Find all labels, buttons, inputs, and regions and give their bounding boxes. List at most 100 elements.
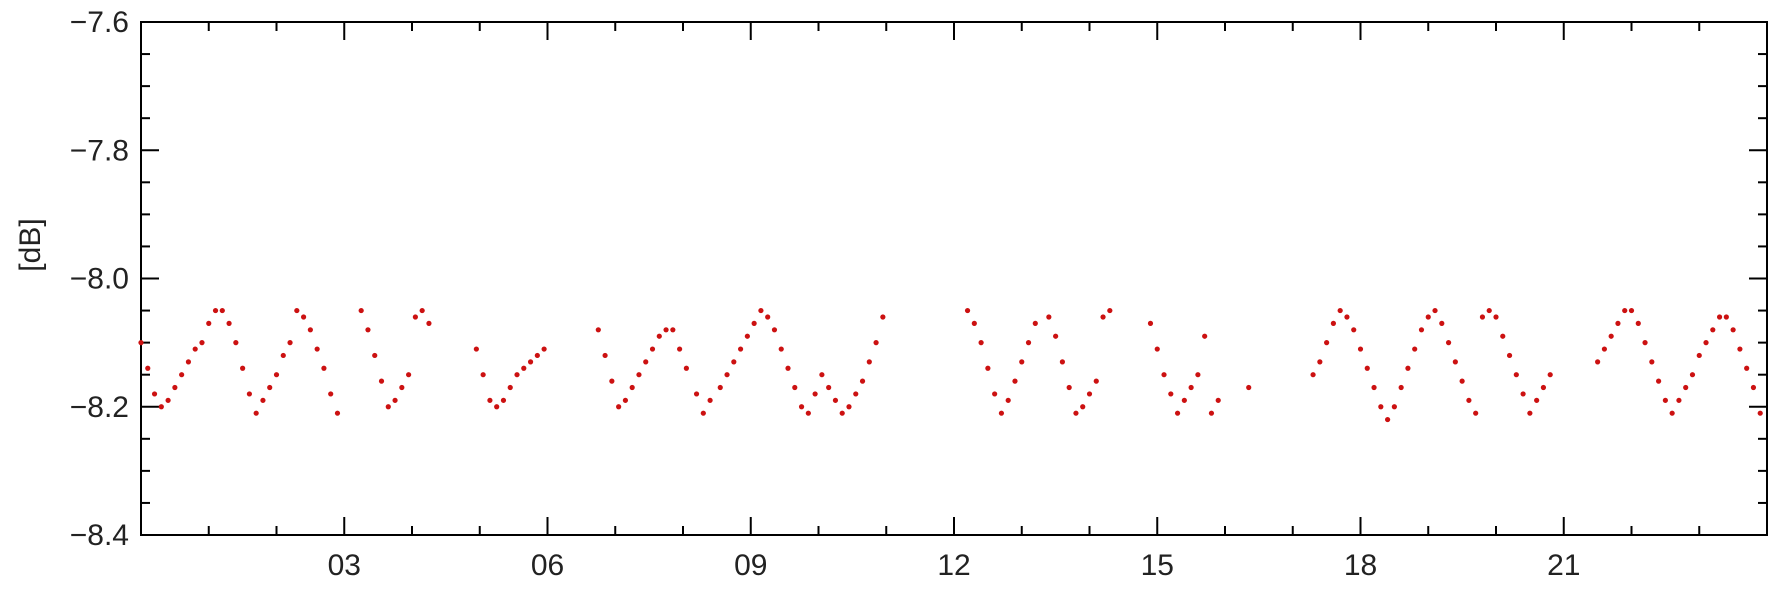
data-point	[1317, 359, 1323, 365]
data-point	[1073, 410, 1079, 416]
data-point	[1344, 314, 1350, 320]
data-point	[1012, 378, 1018, 384]
data-point	[1005, 397, 1011, 403]
x-tick-label: 21	[1547, 549, 1580, 582]
data-point	[199, 340, 205, 346]
data-point	[839, 410, 845, 416]
data-point	[1757, 410, 1763, 416]
data-point	[385, 404, 391, 410]
data-point	[260, 397, 266, 403]
data-point	[1540, 384, 1547, 391]
data-point	[1656, 378, 1662, 384]
y-tick-label: −8.4	[70, 519, 129, 552]
data-point	[622, 397, 629, 403]
data-point	[1154, 346, 1160, 352]
data-point	[219, 307, 225, 314]
data-point	[1046, 314, 1052, 320]
data-point	[846, 404, 852, 410]
data-point	[1473, 410, 1479, 416]
data-point	[1689, 372, 1696, 378]
data-point	[812, 391, 818, 397]
data-point	[1432, 307, 1438, 314]
data-point	[978, 340, 984, 346]
data-point	[670, 327, 676, 333]
data-point	[792, 384, 798, 391]
data-point	[212, 307, 219, 314]
data-point	[1337, 307, 1343, 314]
data-point	[145, 365, 151, 371]
x-tick-label: 15	[1141, 549, 1174, 582]
data-point	[240, 365, 246, 371]
data-point	[1534, 397, 1540, 403]
data-point	[832, 397, 839, 403]
data-point	[1385, 416, 1391, 423]
x-tick-labels: 03 06 09 12 15 18 21	[328, 549, 1581, 582]
data-point	[301, 314, 307, 320]
data-point	[1615, 320, 1621, 326]
data-point	[233, 340, 239, 346]
data-point	[798, 404, 805, 410]
data-point	[1086, 391, 1093, 397]
data-point	[287, 340, 293, 346]
y-tick-label: −7.6	[70, 6, 129, 39]
data-point	[1479, 314, 1486, 320]
data-point	[1601, 346, 1607, 352]
data-point	[473, 346, 479, 352]
data-point	[1080, 404, 1086, 410]
data-point	[1066, 384, 1072, 391]
x-tick-label: 18	[1344, 549, 1377, 582]
data-point	[1019, 359, 1025, 365]
plot-frame	[140, 21, 1768, 536]
data-point	[158, 404, 164, 410]
data-point	[1520, 391, 1526, 397]
data-point	[534, 352, 540, 359]
x-tick-label: 12	[937, 549, 970, 582]
data-point	[683, 365, 689, 371]
data-point	[321, 365, 327, 371]
data-point	[500, 397, 507, 403]
data-point	[179, 372, 185, 378]
data-point	[307, 327, 313, 333]
y-tick-label: −8.2	[70, 391, 129, 424]
data-point	[365, 327, 371, 333]
data-point	[1195, 372, 1201, 378]
data-point	[1486, 307, 1492, 314]
data-point	[778, 346, 784, 352]
data-point	[267, 384, 273, 391]
data-point	[253, 410, 259, 416]
data-point	[246, 391, 252, 397]
data-point	[1371, 384, 1377, 391]
data-point	[731, 359, 737, 365]
data-point	[819, 372, 825, 378]
y-tick-label: −7.8	[70, 134, 129, 167]
data-point	[1662, 397, 1668, 403]
data-point	[1635, 320, 1641, 326]
data-point	[172, 384, 178, 391]
data-point	[1412, 346, 1418, 352]
data-point	[165, 397, 171, 403]
data-point	[1405, 365, 1411, 371]
data-point	[1649, 359, 1655, 365]
data-point	[378, 378, 385, 384]
data-point	[1378, 404, 1384, 410]
data-point	[649, 346, 656, 352]
data-point	[1547, 372, 1553, 378]
data-point	[514, 372, 520, 378]
data-point	[480, 372, 486, 378]
data-point	[964, 307, 971, 314]
data-point	[1628, 307, 1635, 314]
data-point	[1147, 320, 1154, 326]
data-point	[1527, 410, 1533, 416]
data-point	[1622, 307, 1628, 314]
data-point	[609, 378, 615, 384]
y-tick-labels: −8.4 −8.2 −8.0 −7.8 −7.6	[70, 6, 129, 552]
data-point	[280, 352, 286, 359]
data-point	[771, 327, 778, 333]
data-point	[151, 391, 158, 397]
data-point	[185, 359, 192, 365]
data-point	[1100, 314, 1106, 320]
data-point	[971, 320, 977, 326]
data-point	[1391, 404, 1397, 410]
data-point	[1418, 327, 1425, 333]
